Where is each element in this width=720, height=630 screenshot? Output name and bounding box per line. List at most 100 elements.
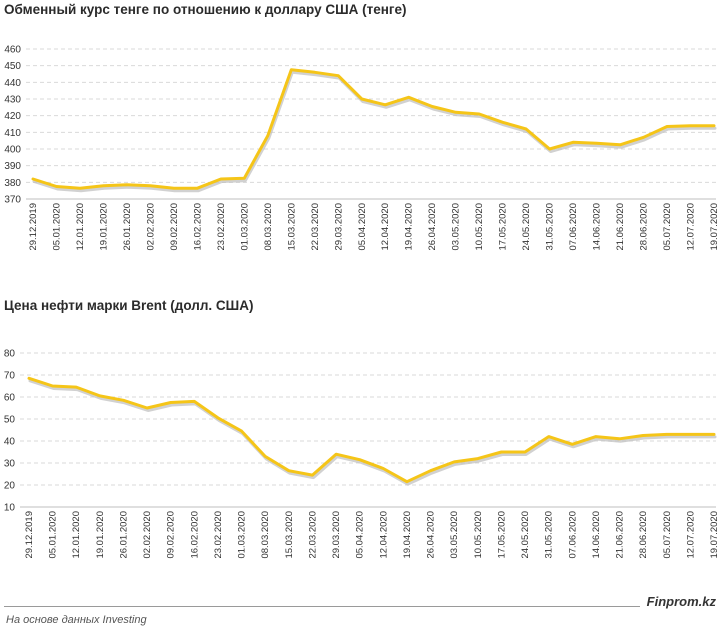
data-point [313, 71, 316, 74]
y-tick-label: 50 [4, 415, 16, 426]
x-tick-label: 26.04.2020 [426, 511, 437, 559]
series-line-shadow [28, 379, 717, 486]
x-tick-label: 19.07.2020 [709, 203, 720, 251]
y-tick-label: 450 [4, 61, 21, 72]
x-tick-label: 10.05.2020 [474, 203, 485, 251]
y-tick-label: 380 [4, 178, 21, 189]
x-tick-label: 16.02.2020 [189, 511, 200, 559]
y-tick-label: 390 [4, 161, 21, 172]
data-point [547, 435, 550, 438]
x-tick-label: 19.01.2020 [95, 511, 106, 559]
data-point [525, 128, 527, 130]
x-tick-label: 28.06.2020 [639, 203, 650, 251]
data-point [358, 458, 361, 461]
data-point [335, 453, 337, 456]
y-tick-label: 420 [4, 111, 21, 122]
data-point [264, 455, 267, 458]
data-point [501, 121, 504, 124]
data-point [431, 105, 434, 108]
data-point [384, 104, 387, 106]
x-tick-label: 10.05.2020 [473, 511, 484, 559]
data-point [689, 433, 692, 436]
data-point [220, 178, 222, 180]
x-tick-label: 26.04.2020 [427, 203, 438, 251]
chart-title-brent-price: Цена нефти марки Brent (долл. США) [4, 298, 254, 313]
data-point [666, 125, 668, 128]
data-point [146, 407, 148, 409]
data-point [288, 469, 290, 472]
x-tick-label: 19.01.2020 [98, 203, 109, 251]
data-point [193, 400, 196, 403]
x-tick-label: 17.05.2020 [496, 511, 507, 559]
y-tick-label: 460 [4, 45, 21, 56]
x-tick-label: 05.01.2020 [51, 203, 62, 251]
y-tick-label: 70 [4, 371, 16, 382]
x-tick-label: 26.01.2020 [118, 511, 129, 559]
x-tick-label: 22.03.2020 [307, 511, 318, 559]
x-tick-label: 12.04.2020 [378, 511, 389, 559]
x-tick-label: 19.07.2020 [709, 511, 720, 559]
y-tick-label: 440 [4, 78, 21, 89]
data-point [196, 187, 199, 189]
x-tick-label: 21.06.2020 [615, 203, 626, 251]
y-tick-label: 430 [4, 95, 21, 106]
x-tick-label: 29.12.2019 [28, 203, 39, 251]
y-tick-label: 40 [4, 437, 16, 448]
data-point [665, 433, 668, 436]
x-tick-label: 12.07.2020 [685, 511, 696, 559]
x-tick-label: 09.02.2020 [169, 203, 180, 251]
data-point [382, 467, 385, 470]
x-tick-label: 28.06.2020 [638, 511, 649, 559]
y-tick-label: 30 [4, 459, 16, 470]
x-tick-label: 15.03.2020 [284, 511, 295, 559]
data-point [51, 385, 54, 387]
data-point [572, 141, 574, 144]
x-tick-label: 05.04.2020 [357, 203, 368, 251]
data-point [595, 435, 597, 438]
series-line [27, 376, 716, 484]
data-point [619, 144, 621, 146]
data-point [267, 134, 269, 137]
data-point [311, 474, 314, 476]
y-tick-label: 20 [4, 481, 16, 492]
brent-price-chart: 10 20 30 40 50 60 70 80 29.12.2019 05.01.2020 12.0… [4, 349, 720, 559]
x-tick-label: 29.03.2020 [333, 203, 344, 251]
x-tick-label: 31.05.2020 [545, 203, 556, 251]
x-tick-label: 17.05.2020 [498, 203, 509, 251]
x-tick-label: 22.03.2020 [310, 203, 321, 251]
x-tick-label: 02.02.2020 [142, 511, 153, 559]
x-tick-label: 19.04.2020 [402, 511, 413, 559]
x-tick-label: 09.02.2020 [166, 511, 177, 559]
data-point [75, 386, 78, 388]
data-point [618, 438, 621, 440]
x-tick-label: 01.03.2020 [237, 511, 248, 559]
x-tick-label: 08.03.2020 [260, 511, 271, 559]
data-point [337, 74, 340, 77]
x-tick-label: 16.02.2020 [192, 203, 203, 251]
data-point [169, 401, 172, 404]
x-tick-label: 29.12.2019 [24, 511, 35, 559]
exchange-rate-chart: 370 380 390 400 410 420 430 440 450 460 29.12.2019… [4, 45, 720, 251]
x-tick-label: 23.02.2020 [216, 203, 227, 251]
x-tick-label: 03.05.2020 [451, 203, 462, 251]
x-tick-label: 07.06.2020 [567, 511, 578, 559]
data-point [571, 443, 574, 446]
data-point [478, 113, 480, 115]
y-tick-label: 370 [4, 195, 21, 206]
x-tick-label: 14.06.2020 [591, 511, 602, 559]
data-point [126, 184, 128, 186]
data-point [642, 434, 644, 437]
x-tick-label: 02.02.2020 [145, 203, 156, 251]
x-tick-label: 14.06.2020 [592, 203, 603, 251]
data-point [406, 480, 408, 483]
x-tick-label: 12.01.2020 [75, 203, 86, 251]
x-tick-label: 24.05.2020 [520, 511, 531, 559]
data-point [453, 461, 455, 463]
data-point [243, 177, 246, 179]
x-tick-label: 05.04.2020 [355, 511, 366, 559]
x-tick-label: 08.03.2020 [263, 203, 274, 251]
brand-label: Finprom.kz [646, 594, 716, 609]
data-point [642, 136, 645, 139]
data-point [713, 433, 715, 436]
